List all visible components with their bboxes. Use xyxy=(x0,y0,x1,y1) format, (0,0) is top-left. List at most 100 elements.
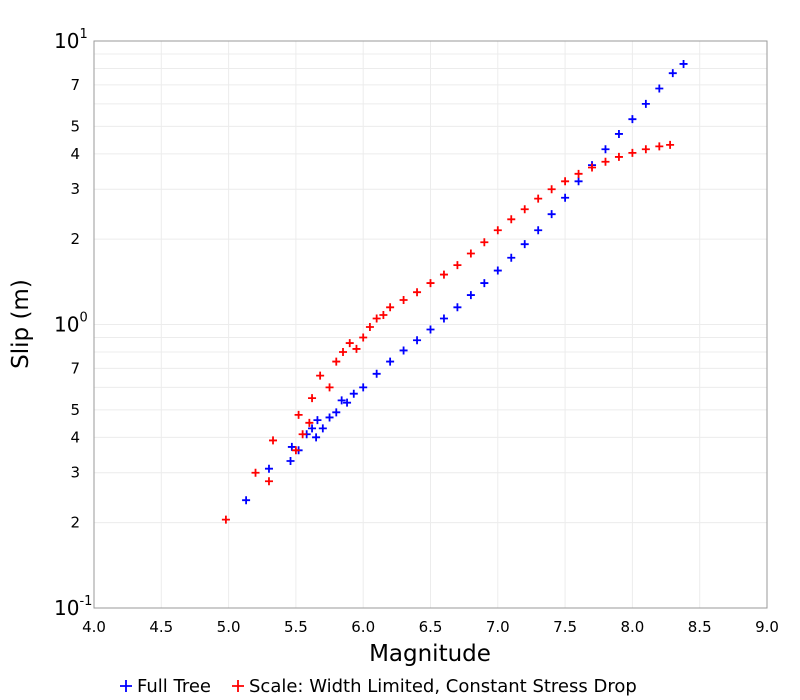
data-point xyxy=(588,163,597,172)
data-point xyxy=(547,210,556,219)
legend-label-full-tree: Full Tree xyxy=(137,676,211,697)
data-point xyxy=(308,424,317,433)
grid xyxy=(93,41,768,609)
data-point xyxy=(493,226,502,235)
data-point xyxy=(325,413,334,422)
data-point xyxy=(426,325,435,334)
x-axis-title: Magnitude xyxy=(369,641,491,667)
data-point xyxy=(221,515,230,524)
data-point xyxy=(359,383,368,392)
legend-marker-full-tree xyxy=(120,680,132,692)
axes: 4.0 4.5 5.0 5.5 6.0 6.5 7.0 7.5 8.0 8.5 9.0 2 3 4 5 7 2 3… xyxy=(54,27,779,636)
x-tick-label: 7.0 xyxy=(486,618,510,636)
x-tick-label: 8.0 xyxy=(620,618,644,636)
legend: Full Tree Scale: Width Limited, Constant… xyxy=(120,676,637,697)
data-point xyxy=(628,148,637,157)
data-point xyxy=(466,291,475,300)
legend-item-scale: Scale: Width Limited, Constant Stress Dr… xyxy=(232,676,637,697)
plot-area-frame xyxy=(93,40,768,609)
data-point xyxy=(641,145,650,154)
data-point xyxy=(655,84,664,93)
data-point xyxy=(534,226,543,235)
data-point xyxy=(493,266,502,275)
y-tick-label: 4 xyxy=(70,428,80,446)
data-point xyxy=(291,446,300,455)
data-point xyxy=(313,416,322,425)
data-point xyxy=(345,339,354,348)
data-point xyxy=(312,433,321,442)
data-point xyxy=(286,457,295,466)
data-point xyxy=(264,477,273,486)
x-tick-label: 6.0 xyxy=(351,618,375,636)
x-tick-label: 5.5 xyxy=(284,618,308,636)
data-point xyxy=(453,261,462,270)
y-axis-title: Slip (m) xyxy=(8,279,34,369)
data-point xyxy=(668,69,677,78)
data-point xyxy=(269,436,278,445)
y-tick-label: 4 xyxy=(70,145,80,163)
data-point xyxy=(466,249,475,258)
data-point xyxy=(666,140,675,149)
data-point xyxy=(614,152,623,161)
data-point xyxy=(641,99,650,108)
data-point xyxy=(251,468,260,477)
data-point xyxy=(520,205,529,214)
data-point xyxy=(679,59,688,68)
y-major-tick-exponent: 1 xyxy=(79,27,87,42)
data-point xyxy=(339,347,348,356)
data-point xyxy=(365,322,374,331)
data-point xyxy=(379,311,388,320)
x-tick-label: 4.0 xyxy=(82,618,106,636)
data-point xyxy=(507,253,516,262)
data-point xyxy=(332,357,341,366)
x-tick-label: 6.5 xyxy=(419,618,443,636)
series-layer xyxy=(221,59,688,524)
data-point xyxy=(316,371,325,380)
data-point xyxy=(614,129,623,138)
data-point xyxy=(547,185,556,194)
legend-label-scale: Scale: Width Limited, Constant Stress Dr… xyxy=(249,676,637,697)
data-point xyxy=(439,270,448,279)
x-tick-label: 9.0 xyxy=(755,618,779,636)
y-major-tick-base: 10 xyxy=(54,596,79,620)
y-major-tick-exponent: -1 xyxy=(79,594,92,609)
data-point xyxy=(308,394,317,403)
data-point xyxy=(480,279,489,288)
y-major-tick-exponent: 0 xyxy=(79,311,87,326)
x-tick-label: 7.5 xyxy=(553,618,577,636)
data-point xyxy=(574,169,583,178)
data-point xyxy=(294,410,303,419)
y-tick-label: 7 xyxy=(70,359,80,377)
data-point xyxy=(372,314,381,323)
data-point xyxy=(386,357,395,366)
data-point xyxy=(561,177,570,186)
data-point xyxy=(337,396,346,405)
data-point xyxy=(507,215,516,224)
data-point xyxy=(349,389,358,398)
data-point xyxy=(386,303,395,312)
data-point xyxy=(287,442,296,451)
data-point xyxy=(359,333,368,342)
y-tick-label: 3 xyxy=(70,180,80,198)
y-tick-label: 5 xyxy=(70,117,80,135)
data-point xyxy=(325,383,334,392)
data-point xyxy=(242,496,251,505)
data-point xyxy=(520,240,529,249)
data-point xyxy=(413,288,422,297)
data-point xyxy=(318,424,327,433)
x-tick-label: 4.5 xyxy=(149,618,173,636)
data-point xyxy=(372,369,381,378)
x-tick-label: 5.0 xyxy=(217,618,241,636)
data-point xyxy=(332,408,341,417)
data-point xyxy=(574,177,583,186)
y-tick-label: 2 xyxy=(70,230,80,248)
data-point xyxy=(343,398,352,407)
data-point xyxy=(352,344,361,353)
legend-item-full-tree: Full Tree xyxy=(120,676,211,697)
y-tick-label: 3 xyxy=(70,464,80,482)
data-point xyxy=(480,238,489,247)
y-major-tick-label: 101 xyxy=(54,27,88,53)
data-point xyxy=(399,296,408,305)
y-major-tick-base: 10 xyxy=(54,29,79,53)
